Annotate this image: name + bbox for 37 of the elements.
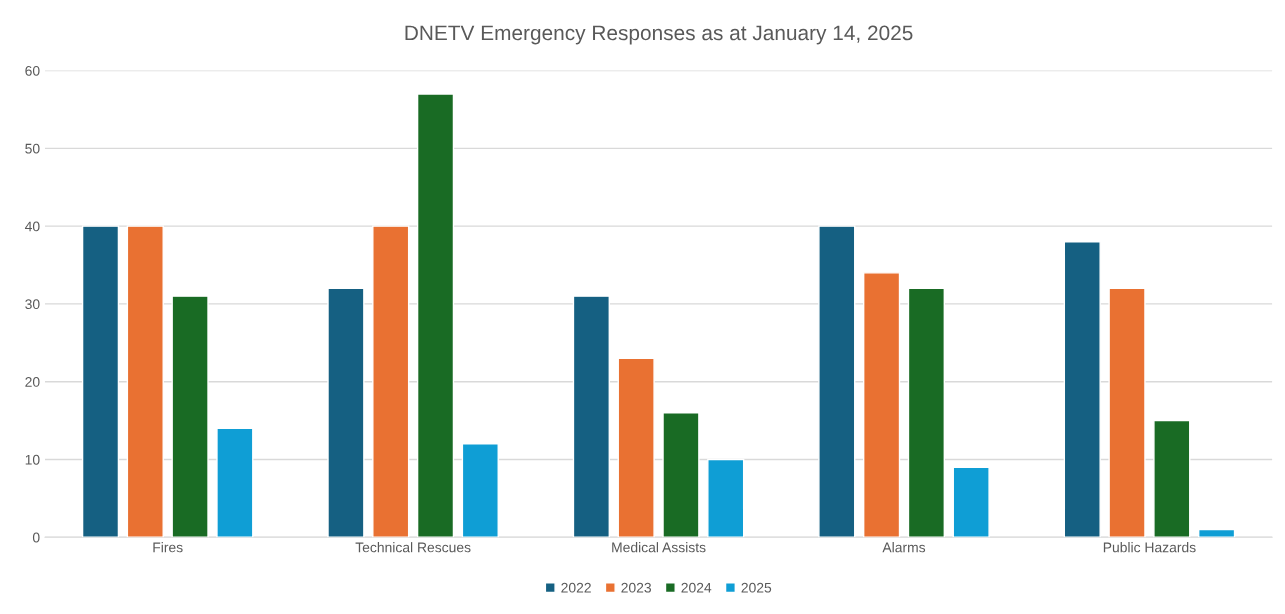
bar [327,287,365,538]
bar [572,295,610,538]
x-tick-label: Alarms [882,542,926,553]
x-tick-label: Public Hazards [1103,542,1196,553]
bar [1198,528,1236,538]
x-tick-label: Fires [153,542,183,553]
legend-label: 2023 [621,582,652,593]
y-tick-label: 0 [32,532,40,543]
bar [952,466,990,538]
y-tick-label: 40 [24,221,40,232]
bar [907,287,946,538]
bar [126,225,164,538]
x-tick-label: Medical Assists [612,542,706,553]
legend-label: 2025 [741,582,772,593]
y-tick-label: 20 [25,377,40,387]
bar [171,295,209,538]
bar [1108,287,1146,538]
bar [1063,241,1101,538]
bar [416,93,455,538]
bar [372,225,410,538]
legend-label: 2022 [561,582,591,593]
legend-label: 2024 [681,582,712,593]
bar [707,458,745,538]
y-tick-label: 30 [25,299,40,310]
y-tick-label: 50 [25,143,40,154]
x-tick-label: Technical Rescues [355,542,471,553]
bar [818,225,856,538]
bar [216,427,254,538]
y-tick-label: 60 [25,65,40,76]
y-tick-label: 10 [25,454,40,465]
bar [617,357,655,538]
bar [1153,419,1191,538]
chart-title: DNETV Emergency Responses as at January 14, 2025 [405,25,913,45]
bar [862,272,901,538]
bar [461,443,499,538]
bar [662,412,700,538]
bar [81,225,120,538]
